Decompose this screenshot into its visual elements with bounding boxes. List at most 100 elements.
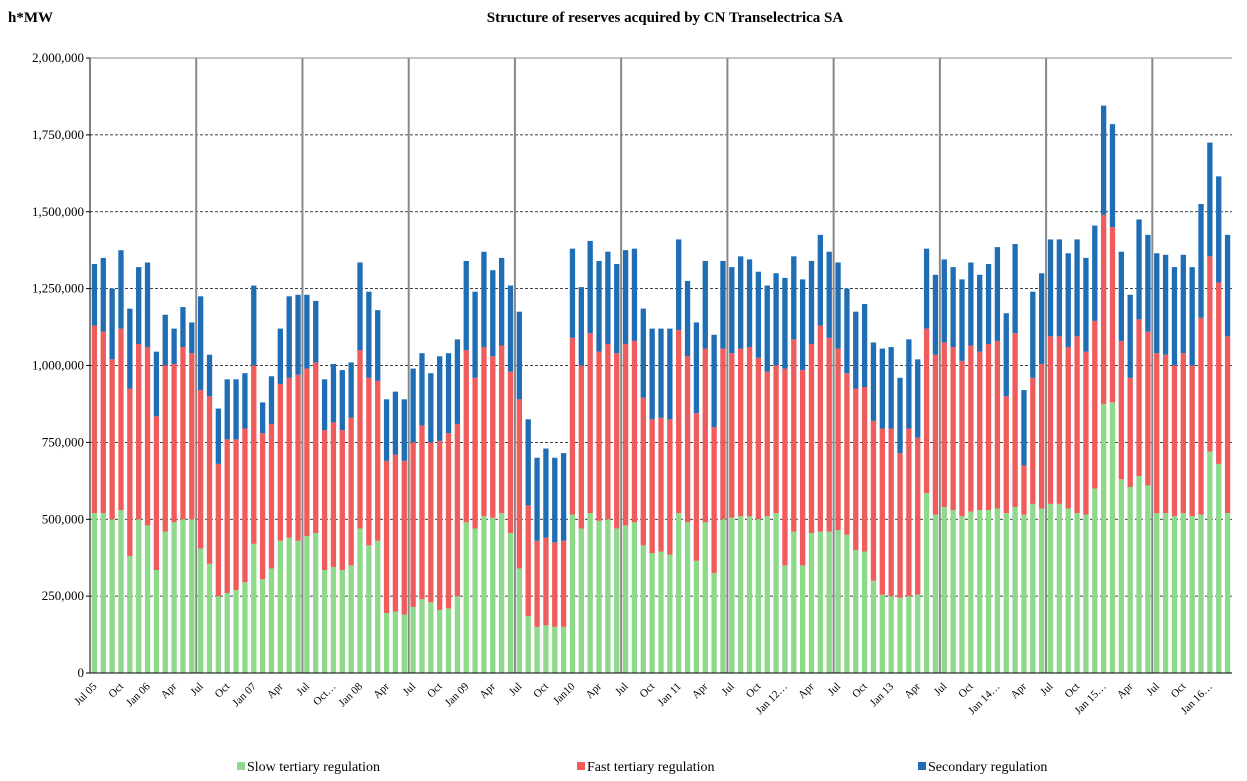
bar-segment <box>1136 476 1142 673</box>
bar-segment <box>569 248 576 338</box>
bar-segment <box>109 288 115 360</box>
x-tick-label: Jan10 <box>551 680 578 707</box>
bar-segment <box>808 533 815 673</box>
bar-segment <box>144 262 151 348</box>
bar-segment <box>861 551 868 673</box>
bar-segment <box>879 428 885 595</box>
bar-segment <box>259 433 266 580</box>
bar-segment <box>348 417 354 566</box>
bar-segment <box>1021 465 1027 515</box>
y-tick-label: 1,250,000 <box>32 281 84 296</box>
bar-segment <box>658 417 664 552</box>
bar-segment <box>977 274 983 352</box>
bar-segment <box>1100 403 1107 673</box>
bar-segment <box>1127 486 1133 673</box>
bar-segment <box>888 596 894 673</box>
bar-segment <box>950 347 956 511</box>
bar-segment <box>286 537 292 673</box>
bar-segment <box>702 348 708 523</box>
bar-segment <box>844 534 850 673</box>
bar-segment <box>392 611 399 673</box>
bar-segment <box>808 343 815 534</box>
bar-segment <box>729 353 735 518</box>
bar-segment <box>1216 282 1222 464</box>
bar-segment <box>1198 204 1204 318</box>
bar-segment <box>622 250 629 344</box>
bar-segment <box>215 596 222 673</box>
bar-segment <box>1162 513 1169 673</box>
bar-segment <box>180 307 186 348</box>
bar-segment <box>339 370 345 431</box>
y-tick-label: 1,000,000 <box>32 358 84 373</box>
bar-segment <box>295 374 301 541</box>
bar-segment <box>242 582 248 673</box>
bar-segment <box>348 362 354 418</box>
bar-segment <box>569 337 576 515</box>
x-tick-label: Oct <box>1169 681 1189 701</box>
bar-segment <box>897 377 903 454</box>
bar-segment <box>490 356 496 518</box>
bar-segment <box>357 528 363 673</box>
bar-segment <box>578 287 584 366</box>
bar-segment <box>738 516 744 673</box>
bar-segment <box>941 506 947 673</box>
bar-segment <box>826 251 832 338</box>
bar-segment <box>215 408 222 464</box>
bar-segment <box>1065 253 1071 348</box>
bar-segment <box>684 522 691 673</box>
bar-segment <box>631 522 638 673</box>
bar-segment <box>242 428 248 583</box>
bar-segment <box>1145 234 1151 332</box>
bar-segment <box>968 345 974 512</box>
bar-segment <box>1118 251 1124 341</box>
bar-segment <box>91 264 98 326</box>
bar-segment <box>171 522 177 673</box>
bar-segment <box>667 554 673 673</box>
x-tick-label: Apr <box>265 680 286 701</box>
bar-segment <box>321 379 328 431</box>
bar-segment <box>383 613 390 673</box>
bar-segment <box>136 267 142 344</box>
bar-segment <box>330 566 337 673</box>
bar-segment <box>516 311 523 400</box>
bar-segment <box>330 363 337 423</box>
bar-segment <box>304 294 310 369</box>
bar-segment <box>1047 503 1054 673</box>
bar-segment <box>578 528 584 673</box>
bar-segment <box>277 540 283 673</box>
bar-segment <box>853 388 859 550</box>
bar-segment <box>162 365 168 532</box>
bar-segment <box>587 240 593 334</box>
bar-segment <box>366 291 372 378</box>
bar-segment <box>472 377 478 529</box>
bar-segment <box>853 311 859 389</box>
bar-segment <box>392 391 399 455</box>
bar-segment <box>189 322 195 354</box>
bar-segment <box>153 569 160 673</box>
bar-segment <box>605 343 611 520</box>
bar-segment <box>1003 313 1009 397</box>
bar-segment <box>313 533 319 673</box>
bar-segment <box>640 397 646 546</box>
bar-segment <box>330 422 337 567</box>
bar-segment <box>729 517 735 673</box>
bar-segment <box>1109 124 1116 228</box>
bar-segment <box>773 273 779 366</box>
bar-segment <box>782 368 788 566</box>
x-tick-label: Oct <box>744 681 764 701</box>
bar-segment <box>383 460 390 614</box>
x-tick-label: Oct <box>638 681 658 701</box>
bar-segment <box>746 259 753 348</box>
bar-segment <box>676 330 682 514</box>
bar-segment <box>401 614 407 673</box>
bar-segment <box>693 322 700 414</box>
bar-segment <box>507 371 514 534</box>
bar-segment <box>702 260 708 349</box>
x-tick-label: Jul <box>932 681 950 699</box>
bar-segment <box>861 387 868 552</box>
x-tick-label: Jan 08 <box>337 680 366 709</box>
bar-segment <box>1012 333 1018 507</box>
bar-segment <box>1207 451 1213 673</box>
bar-segment <box>286 377 292 538</box>
